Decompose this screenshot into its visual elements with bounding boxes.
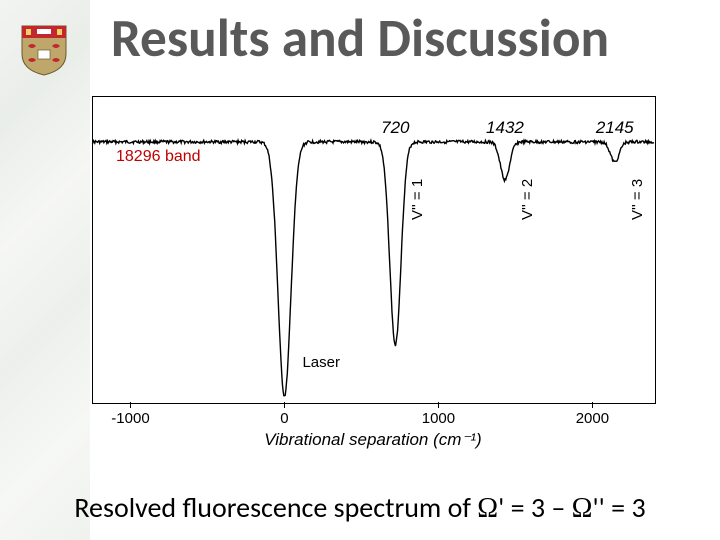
spectrum-chart: -1000 0 1000 2000 Vibrational separation (c…: [72, 96, 662, 452]
x-tick: [592, 402, 593, 408]
x-tick: [130, 402, 131, 408]
peak-label: 1432: [486, 118, 524, 138]
slide-caption: Resolved fluorescence spectrum of Ω' = 3…: [0, 490, 720, 525]
x-tick-label: -1000: [111, 410, 149, 427]
slide-title: Results and Discussion: [0, 6, 720, 71]
x-tick: [284, 402, 285, 408]
band-label: 18296 band: [116, 148, 201, 166]
peak-label: 720: [381, 118, 409, 138]
v-double-prime-label: V'' = 1: [409, 179, 426, 220]
v-double-prime-label: V'' = 2: [519, 179, 536, 220]
x-axis-title: Vibrational separation (cm⁻¹): [92, 430, 654, 450]
laser-label: Laser: [302, 354, 340, 371]
x-tick-label: 2000: [576, 410, 609, 427]
x-tick: [438, 402, 439, 408]
x-tick-label: 0: [280, 410, 288, 427]
peak-label: 2145: [596, 118, 634, 138]
x-tick-label: 1000: [422, 410, 455, 427]
v-double-prime-label: V'' = 3: [629, 179, 646, 220]
